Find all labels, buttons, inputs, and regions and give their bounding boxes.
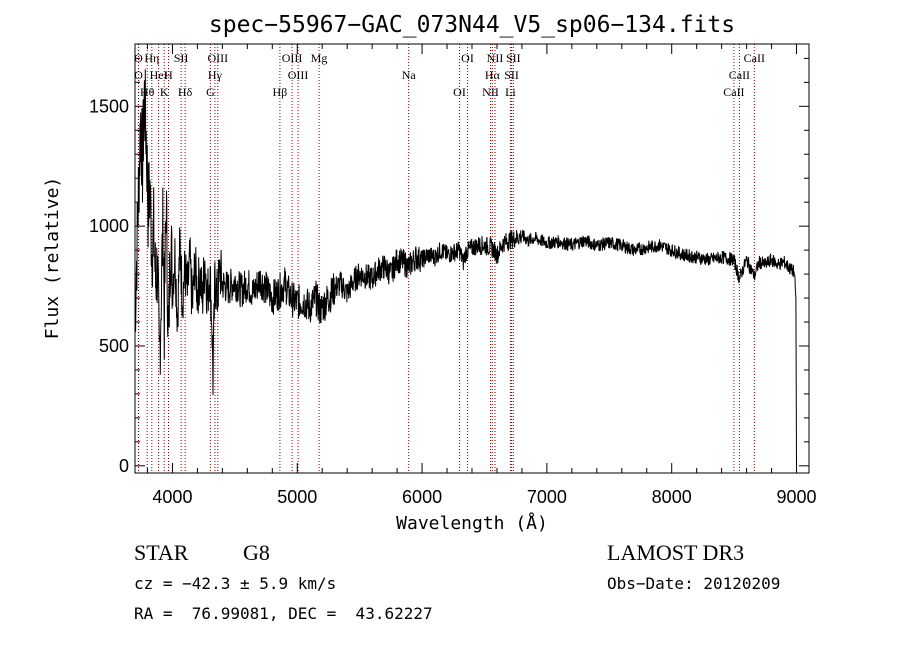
observation-date: Obs−Date: 20120209 bbox=[607, 574, 781, 593]
spectral-line-label: O bbox=[134, 68, 143, 82]
y-tick-label: 1000 bbox=[89, 216, 129, 236]
spectral-line-label: Hγ bbox=[208, 68, 223, 82]
spectral-line-label: SII bbox=[504, 68, 519, 82]
spectral-line-label: CaII bbox=[729, 68, 750, 82]
coordinates: RA = 76.99081, DEC = 43.62227 bbox=[134, 604, 433, 623]
x-tick-label: 5000 bbox=[277, 487, 317, 507]
x-tick-label: 4000 bbox=[152, 487, 192, 507]
chart-title: spec−55967−GAC_073N44_V5_sp06−134.fits bbox=[209, 12, 735, 38]
spectral-line-label: SII bbox=[174, 51, 189, 65]
spectral-line-label: H bbox=[164, 68, 173, 82]
x-tick-label: 6000 bbox=[402, 487, 442, 507]
spectral-line-label: OI bbox=[453, 85, 466, 99]
y-tick-label: 500 bbox=[99, 336, 129, 356]
spectral-line-label: Na bbox=[402, 68, 417, 82]
spectral-line-label: Hδ bbox=[178, 85, 193, 99]
spectral-line-label: K bbox=[160, 85, 169, 99]
spectral-line-label: OIII bbox=[282, 51, 303, 65]
spectral-line-label: HeI bbox=[150, 68, 168, 82]
spectral-line-label: Hθ bbox=[140, 85, 155, 99]
redshift-velocity: cz = −42.3 ± 5.9 km/s bbox=[134, 574, 337, 593]
spectral-line-markers bbox=[137, 44, 755, 473]
x-tick-label: 8000 bbox=[652, 487, 692, 507]
spectral-line-label: OIII bbox=[207, 51, 228, 65]
spectral-line-label: Li bbox=[505, 85, 516, 99]
tick-labels: 4000 5000 6000 7000 8000 9000 0 500 1000 1500 bbox=[89, 96, 817, 507]
survey-name: LAMOST DR3 bbox=[607, 540, 745, 565]
x-axis-title: Wavelength (Å) bbox=[396, 512, 548, 534]
spectral-line-label: SII bbox=[506, 51, 521, 65]
spectral-line-label: CaII bbox=[723, 85, 744, 99]
object-subclass: G8 bbox=[243, 540, 270, 565]
x-tick-label: 7000 bbox=[527, 487, 567, 507]
spectral-line-label: O bbox=[134, 51, 143, 65]
spectral-line-labels: OOHθHηHeIKSIIHHδOIIIHγGOIIIOIIIHβMgNaOIO… bbox=[134, 51, 765, 99]
spectral-line-label: G bbox=[206, 85, 215, 99]
x-tick-label: 9000 bbox=[776, 487, 816, 507]
axis-ticks bbox=[135, 44, 809, 473]
spectral-line-label: OI bbox=[461, 51, 474, 65]
spectral-line-label: NII bbox=[487, 51, 504, 65]
spectral-line-label: Mg bbox=[311, 51, 328, 65]
y-tick-label: 1500 bbox=[89, 96, 129, 116]
spectral-line-label: NII bbox=[482, 85, 499, 99]
y-axis-title: Flux (relative) bbox=[42, 177, 63, 340]
spectral-line-label: CaII bbox=[744, 51, 765, 65]
y-tick-label: 0 bbox=[119, 456, 129, 476]
spectral-line-label: Hα bbox=[485, 68, 501, 82]
spectral-line-label: Hβ bbox=[273, 85, 288, 99]
spectral-line-label: Hη bbox=[144, 51, 159, 65]
spectrum-line bbox=[134, 69, 797, 466]
spectral-line-label: OIII bbox=[288, 68, 309, 82]
object-class: STAR bbox=[134, 540, 189, 565]
